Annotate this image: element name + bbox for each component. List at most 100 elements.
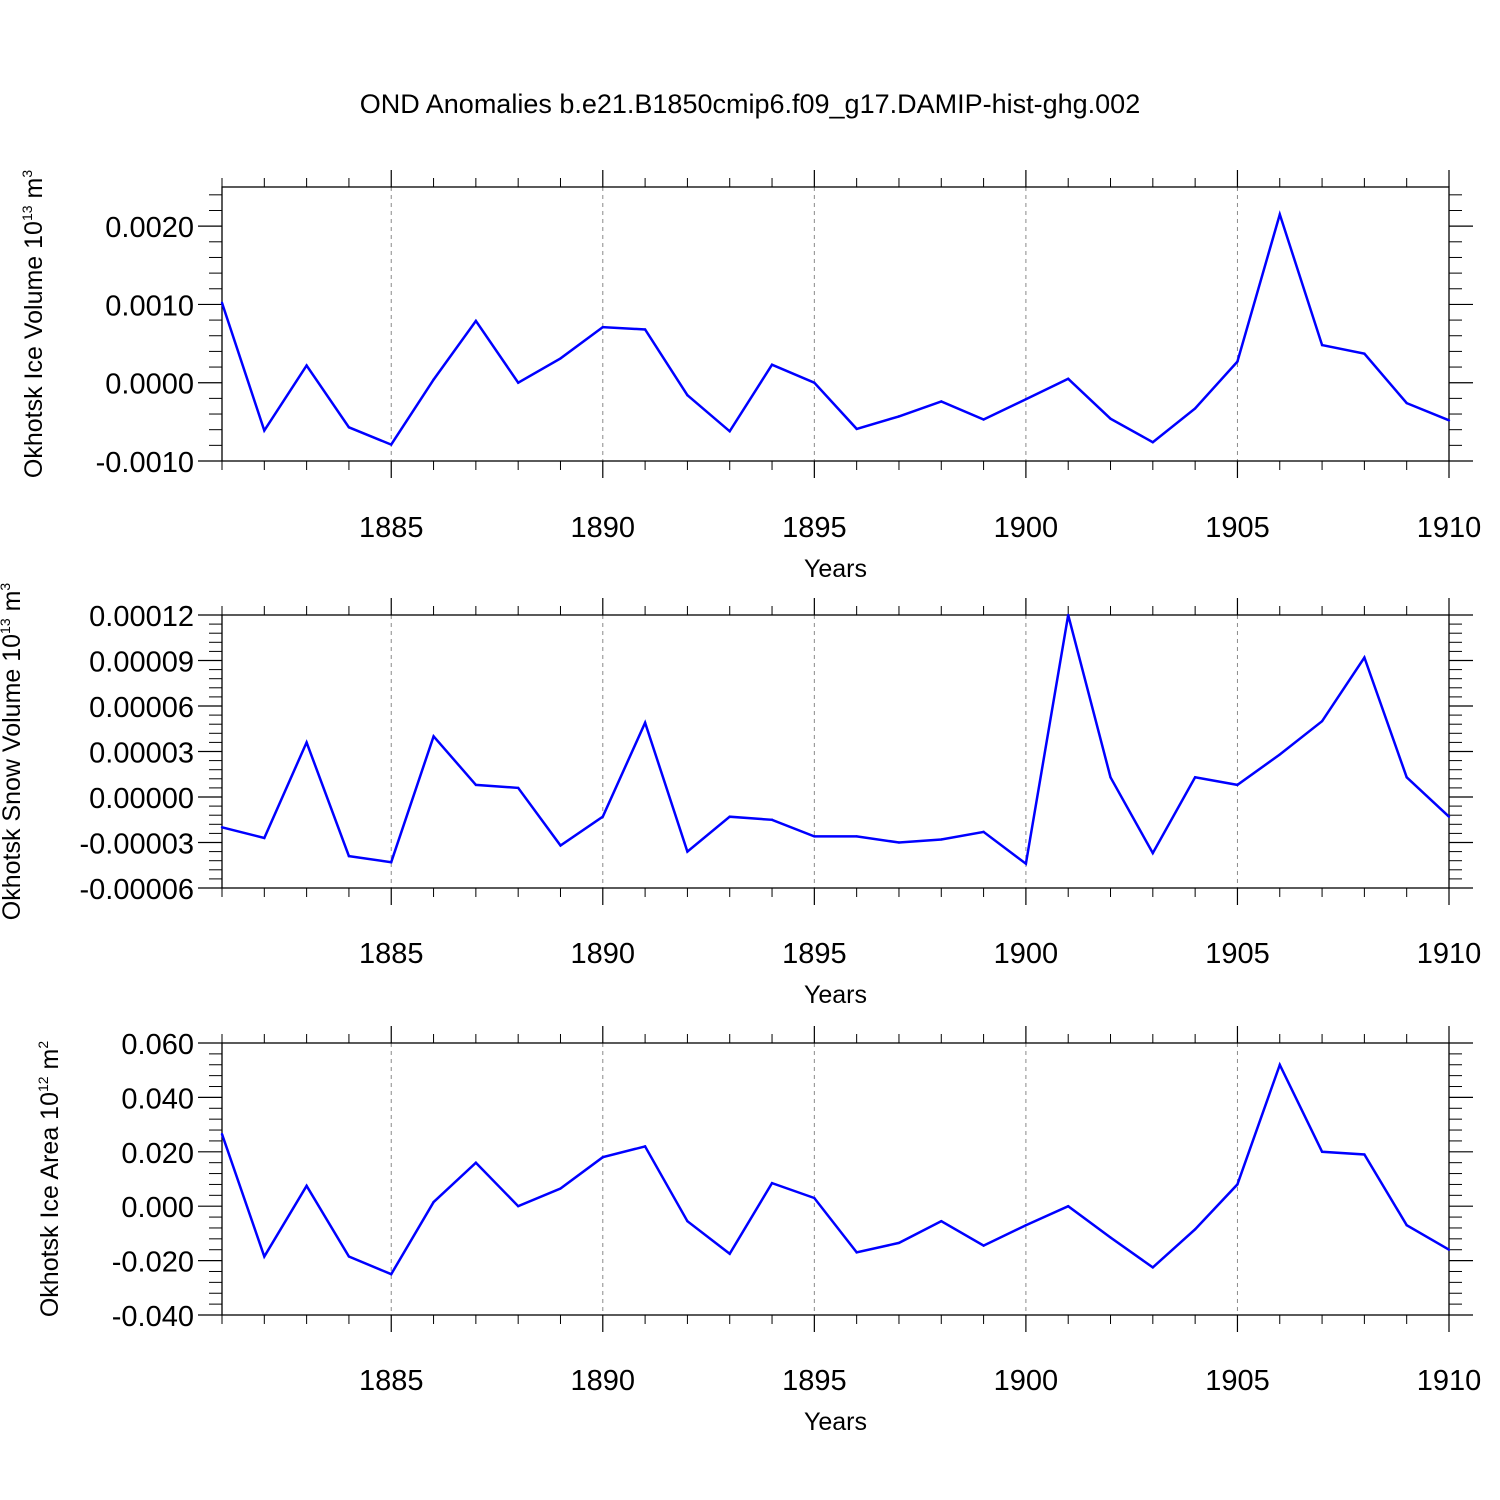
- data-point: [432, 1200, 435, 1204]
- data-point: [347, 1255, 351, 1258]
- data-point: [855, 427, 858, 431]
- data-point: [1109, 1236, 1112, 1239]
- data-point: [1320, 719, 1324, 723]
- data-point: [263, 429, 266, 432]
- x-tick-label: 1910: [1417, 938, 1482, 970]
- x-tick-label: 1895: [782, 512, 847, 544]
- y-axis-label-exponent: 13: [0, 618, 13, 634]
- data-point: [559, 844, 562, 847]
- x-tick-label: 1885: [359, 938, 424, 970]
- data-point: [1363, 1153, 1366, 1156]
- data-point: [770, 1181, 774, 1185]
- data-point: [1278, 1063, 1281, 1066]
- data-point: [1193, 1228, 1197, 1231]
- x-tick-label: 1895: [782, 938, 847, 970]
- data-point: [390, 861, 393, 864]
- y-tick-label: 0.00009: [89, 647, 194, 679]
- data-point: [474, 1161, 478, 1164]
- data-point: [263, 836, 266, 840]
- data-point: [686, 850, 689, 853]
- y-axis-label-exponent: 12: [35, 1076, 51, 1092]
- y-axis-label-unit-exponent: 3: [19, 170, 35, 178]
- data-point: [1024, 1224, 1028, 1227]
- data-point: [347, 426, 351, 429]
- data-point: [1024, 397, 1028, 401]
- data-point: [770, 363, 774, 366]
- x-tick-label: 1905: [1205, 938, 1270, 970]
- data-point: [220, 301, 224, 305]
- data-point: [940, 400, 943, 403]
- data-point: [432, 735, 435, 738]
- data-point: [1236, 783, 1239, 787]
- data-point: [1151, 441, 1155, 444]
- data-point: [855, 1251, 858, 1254]
- data-point: [305, 364, 308, 367]
- data-point: [686, 1219, 689, 1223]
- data-point: [1151, 1266, 1155, 1269]
- data-point: [813, 1196, 816, 1200]
- y-tick-label: -0.00006: [80, 874, 195, 906]
- x-tick-label: 1905: [1205, 512, 1270, 544]
- y-tick-label: 0.00000: [89, 783, 194, 815]
- y-tick-label: 0.060: [121, 1029, 194, 1061]
- x-axis-label: Years: [804, 555, 867, 583]
- data-point: [1405, 1224, 1408, 1227]
- data-point: [390, 443, 393, 446]
- data-point: [643, 1145, 647, 1148]
- x-tick-label: 1900: [994, 938, 1059, 970]
- data-point: [347, 854, 351, 858]
- data-point: [728, 1252, 731, 1256]
- data-point: [897, 841, 901, 844]
- x-tick-label: 1885: [359, 512, 424, 544]
- y-tick-label: 0.00012: [89, 601, 194, 633]
- y-axis-label-unit: m: [20, 178, 48, 206]
- y-tick-label: 0.000: [121, 1192, 194, 1224]
- data-point: [305, 741, 308, 744]
- y-axis-label-unit-exponent: 2: [35, 1041, 51, 1049]
- x-tick-label: 1890: [571, 512, 636, 544]
- y-axis-label-text: Okhotsk Snow Volume 10: [0, 634, 26, 920]
- y-axis-label-text: Okhotsk Ice Area 10: [36, 1092, 64, 1317]
- x-tick-label: 1890: [571, 1365, 636, 1397]
- x-tick-label: 1910: [1417, 1365, 1482, 1397]
- data-point: [474, 783, 478, 787]
- x-tick-label: 1895: [782, 1365, 847, 1397]
- y-axis-label-unit: m: [0, 591, 26, 619]
- data-point: [1278, 753, 1281, 756]
- chart-title: OND Anomalies b.e21.B1850cmip6.f09_g17.D…: [360, 89, 1140, 119]
- y-tick-label: -0.00003: [80, 829, 195, 861]
- data-point: [516, 786, 520, 790]
- data-point: [1320, 343, 1324, 347]
- data-point: [390, 1273, 393, 1276]
- x-axis-label: Years: [804, 1408, 867, 1436]
- data-point: [940, 1219, 943, 1223]
- data-point: [1067, 613, 1070, 617]
- data-point: [1236, 1183, 1239, 1186]
- x-tick-label: 1890: [571, 938, 636, 970]
- data-point: [728, 430, 731, 433]
- data-point: [1447, 815, 1451, 818]
- data-point: [559, 1187, 562, 1190]
- data-point: [1193, 776, 1197, 779]
- data-point: [1320, 1150, 1324, 1154]
- x-axis-label: Years: [804, 981, 867, 1009]
- data-point: [1405, 401, 1408, 405]
- data-point: [728, 815, 731, 818]
- y-axis-label-text: Okhotsk Ice Volume 10: [20, 221, 48, 478]
- data-point: [601, 815, 604, 818]
- data-point: [855, 835, 858, 838]
- series-line-snow-volume: [221, 614, 1450, 866]
- data-point: [1236, 360, 1239, 363]
- data-point: [813, 381, 816, 384]
- data-point: [1109, 776, 1112, 779]
- data-point: [982, 418, 985, 421]
- data-point: [601, 325, 604, 329]
- y-tick-label: 0.00006: [89, 692, 194, 724]
- y-tick-label: 0.040: [121, 1083, 194, 1115]
- data-point: [474, 319, 478, 323]
- x-tick-label: 1900: [994, 512, 1059, 544]
- y-axis-label-exponent: 13: [19, 205, 35, 221]
- data-point: [559, 357, 562, 360]
- y-tick-label: -0.040: [112, 1301, 194, 1333]
